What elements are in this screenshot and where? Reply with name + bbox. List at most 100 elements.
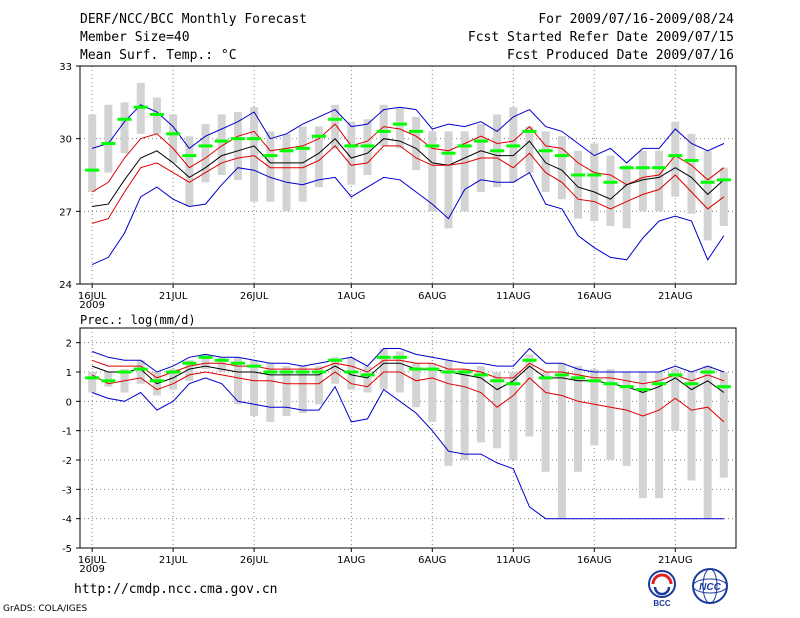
median-marker <box>133 367 148 371</box>
median-marker <box>182 154 197 158</box>
x-tick-label: 6AUG <box>418 291 446 302</box>
median-marker <box>182 361 197 365</box>
y-tick-label: 0 <box>66 397 72 408</box>
ensemble-box <box>120 102 129 154</box>
series-line-mean <box>92 137 725 207</box>
median-marker <box>635 166 650 170</box>
median-marker <box>603 180 618 184</box>
median-marker <box>716 178 731 182</box>
x-tick-label: 21AUG <box>658 291 693 302</box>
x-tick-label: 26JUL <box>240 555 269 566</box>
median-marker <box>247 137 262 141</box>
median-marker <box>311 134 326 138</box>
median-marker <box>149 112 164 116</box>
bcc-logo-icon: BCC <box>648 570 676 608</box>
median-marker <box>101 379 116 383</box>
ensemble-box <box>460 369 469 460</box>
median-marker <box>700 180 715 184</box>
median-marker <box>522 129 537 133</box>
series-line-meanplussd <box>91 123 725 193</box>
median-marker <box>85 168 100 172</box>
ensemble-box <box>622 165 631 229</box>
median-marker <box>716 385 731 389</box>
median-marker <box>328 358 343 362</box>
y-tick-label: -1 <box>62 427 72 438</box>
median-marker <box>684 382 699 386</box>
ensemble-box <box>250 107 259 202</box>
median-marker <box>166 370 181 374</box>
ensemble-box <box>590 369 599 446</box>
ensemble-box <box>282 133 291 212</box>
ensemble-box <box>638 150 647 212</box>
median-marker <box>117 370 132 374</box>
x-tick-label: 26JUL <box>240 291 269 302</box>
ensemble-box <box>622 372 631 466</box>
ensemble-box <box>655 372 664 499</box>
median-marker <box>198 144 213 148</box>
median-marker <box>344 144 359 148</box>
ensemble-box <box>687 372 696 481</box>
ensemble-box <box>185 360 194 381</box>
median-marker <box>490 379 505 383</box>
produced-date: Fcst Produced Date 2009/07/16 <box>507 48 734 63</box>
median-marker <box>230 361 245 365</box>
ensemble-box <box>412 116 421 171</box>
median-marker <box>668 154 683 158</box>
x-tick-label: 16AUG <box>577 555 612 566</box>
ensemble-box <box>363 366 372 393</box>
ensemble-box <box>169 114 178 163</box>
ensemble-box <box>687 133 696 214</box>
svg-text:BCC: BCC <box>653 599 671 608</box>
median-marker <box>473 139 488 143</box>
median-marker <box>587 173 602 177</box>
median-marker <box>360 373 375 377</box>
median-marker <box>571 173 586 177</box>
median-marker <box>571 376 586 380</box>
y-tick-label: 30 <box>59 135 72 146</box>
median-marker <box>214 358 229 362</box>
member-size: Member Size=40 <box>80 30 190 45</box>
median-marker <box>554 154 569 158</box>
median-marker <box>554 373 569 377</box>
ensemble-box <box>638 372 647 499</box>
x-year-label: 2009 <box>79 564 104 575</box>
ensemble-box <box>590 143 599 222</box>
median-marker <box>101 142 116 146</box>
x-tick-label: 21JUL <box>159 555 188 566</box>
ensemble-box <box>379 104 388 146</box>
ensemble-box <box>541 131 550 192</box>
panel-temperature: 24 27 30 33 16JUL 21JUL 26JUL 1AUG 6AUG 11AUG 16AU… <box>59 62 737 311</box>
series-line-max <box>91 347 725 373</box>
ensemble-box <box>655 150 664 212</box>
ensemble-box <box>233 357 242 405</box>
ensemble-box <box>266 363 275 422</box>
median-marker <box>635 388 650 392</box>
median-marker <box>473 373 488 377</box>
footer-url: http://cmdp.ncc.cma.gov.cn <box>74 582 278 597</box>
panel-title: Prec.: log(mm/d) <box>80 313 196 327</box>
median-marker <box>328 117 343 121</box>
chart-title: DERF/NCC/BCC Monthly Forecast <box>80 12 307 27</box>
median-marker <box>198 355 213 359</box>
median-marker <box>263 154 278 158</box>
grads-credit: GrADS: COLA/IGES <box>3 604 88 614</box>
ensemble-box <box>169 369 178 390</box>
refer-date: Fcst Started Refer Date 2009/07/15 <box>467 30 734 45</box>
y-tick-label: 24 <box>59 280 72 291</box>
ensemble-box <box>493 372 502 449</box>
y-tick-label: 2 <box>66 339 72 350</box>
y-tick-label: -5 <box>62 544 72 555</box>
ensemble-box <box>412 363 421 408</box>
median-marker <box>506 382 521 386</box>
median-marker <box>279 149 294 153</box>
ensemble-box <box>217 114 226 175</box>
median-marker <box>668 373 683 377</box>
median-marker <box>700 370 715 374</box>
ensemble-box <box>136 360 145 384</box>
median-marker <box>441 151 456 155</box>
series-line-min <box>91 167 725 266</box>
median-marker <box>133 105 148 109</box>
median-marker <box>117 117 132 121</box>
median-marker <box>344 370 359 374</box>
